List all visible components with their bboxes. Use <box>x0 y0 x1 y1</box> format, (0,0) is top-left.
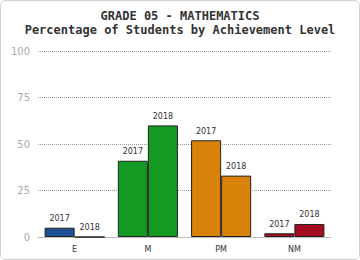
svg-text:2018: 2018 <box>153 112 173 121</box>
svg-text:100: 100 <box>11 46 30 57</box>
svg-text:2018: 2018 <box>79 223 99 232</box>
svg-text:2018: 2018 <box>299 210 319 219</box>
svg-text:GRADE 05 - MATHEMATICS: GRADE 05 - MATHEMATICS <box>101 9 260 23</box>
svg-text:2017: 2017 <box>49 214 69 223</box>
svg-text:M: M <box>144 245 151 254</box>
svg-text:2018: 2018 <box>226 162 246 171</box>
svg-text:2017: 2017 <box>196 127 216 136</box>
svg-text:2017: 2017 <box>123 147 143 156</box>
svg-text:50: 50 <box>17 139 30 150</box>
svg-text:25: 25 <box>17 185 30 196</box>
svg-text:2017: 2017 <box>269 220 289 229</box>
svg-text:Percentage of Students by Achi: Percentage of Students by Achievement Le… <box>25 23 336 37</box>
svg-text:PM: PM <box>215 245 227 254</box>
svg-text:E: E <box>72 245 77 254</box>
svg-text:NM: NM <box>288 245 301 254</box>
svg-text:0: 0 <box>24 232 30 243</box>
svg-text:75: 75 <box>17 92 30 103</box>
